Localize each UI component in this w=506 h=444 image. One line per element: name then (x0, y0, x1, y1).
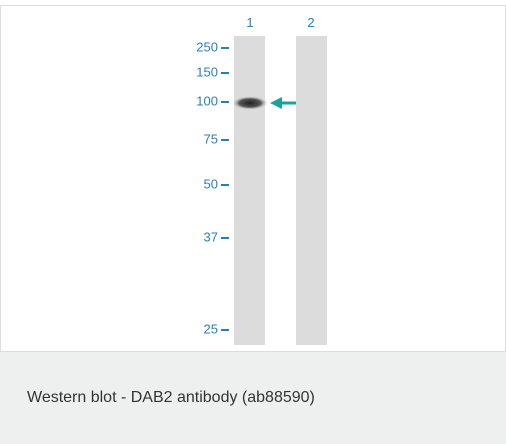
marker-label: 25 (204, 321, 218, 336)
caption: Western blot - DAB2 antibody (ab88590) (0, 352, 506, 444)
lane-label: 1 (246, 15, 253, 30)
marker-label: 250 (196, 39, 218, 54)
protein-band (232, 96, 268, 110)
marker-label: 37 (204, 229, 218, 244)
marker-label: 150 (196, 64, 218, 79)
lane-label: 2 (307, 15, 314, 30)
lane (296, 36, 327, 345)
marker-label: 50 (204, 176, 218, 191)
blot-image: 1 2 250 150 100 75 50 37 25 (0, 0, 506, 352)
lane (234, 36, 265, 345)
marker-label: 100 (196, 93, 218, 108)
page: 1 2 250 150 100 75 50 37 25 Western blot - DAB2 … (0, 0, 506, 444)
marker-label: 75 (204, 131, 218, 146)
